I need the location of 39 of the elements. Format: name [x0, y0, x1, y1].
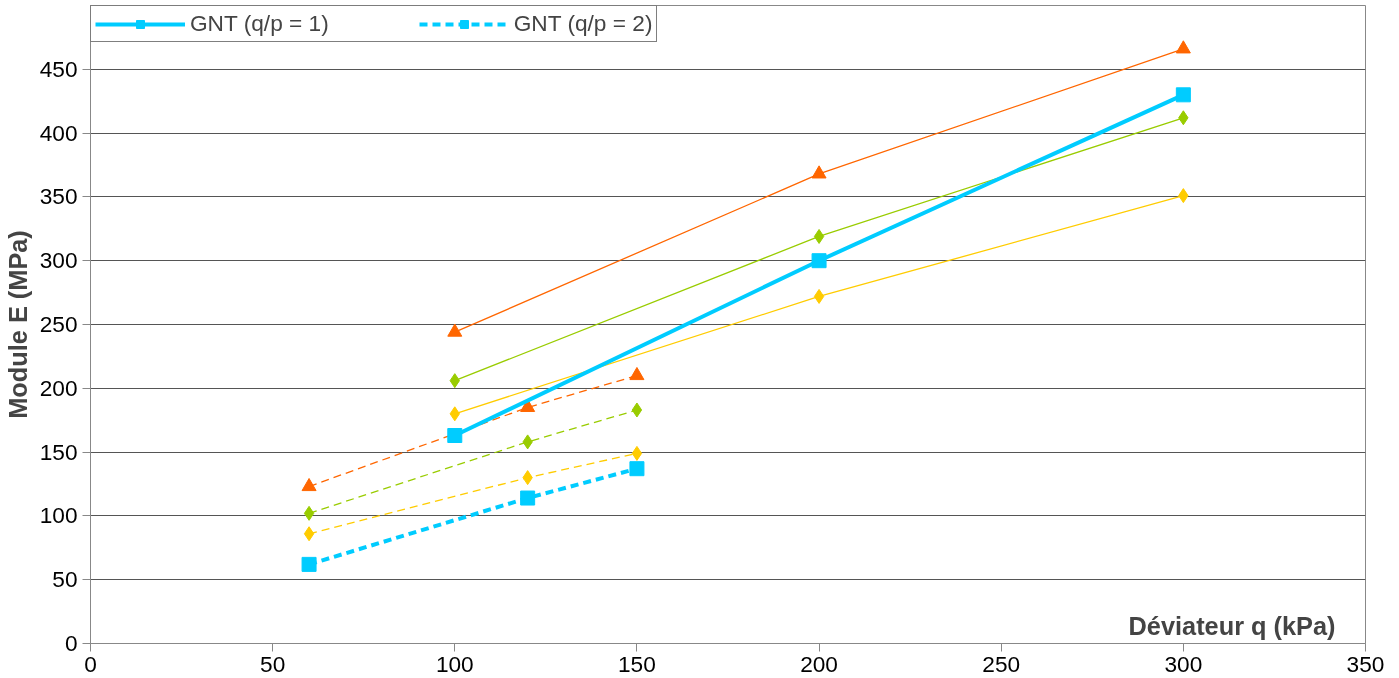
x-tick-label: 300 [1164, 650, 1203, 677]
y-tick-label: 250 [39, 311, 78, 337]
x-tick-label: 100 [435, 650, 474, 677]
point [1175, 87, 1191, 103]
y-tick-label: 300 [39, 247, 78, 274]
y-tick-label: 50 [52, 566, 78, 593]
point [520, 490, 536, 506]
y-tick-label: 150 [39, 438, 78, 465]
x-tick-label: 250 [982, 650, 1021, 677]
x-tick-label: 200 [800, 650, 838, 677]
legend-label: GNT (q/p = 2) [513, 10, 653, 37]
point [303, 526, 315, 542]
point [629, 461, 645, 477]
point [301, 477, 317, 492]
point [813, 288, 825, 304]
point [631, 445, 643, 461]
y-tick-label: 0 [64, 630, 78, 656]
point [631, 402, 643, 418]
point [447, 323, 463, 337]
y-tick-label: 400 [39, 119, 78, 146]
point [1175, 40, 1191, 54]
y-tick-label: 100 [39, 502, 78, 529]
x-axis-title: Déviateur q (kPa) [1128, 611, 1336, 640]
point [301, 556, 317, 572]
y-tick-label: 450 [39, 55, 78, 82]
x-tick-label: 150 [618, 650, 656, 677]
point [629, 366, 645, 381]
point [811, 165, 827, 179]
legend-label: GNT (q/p = 1) [190, 10, 329, 37]
point [447, 428, 463, 444]
y-axis-title: Module E (MPa) [3, 230, 32, 419]
point [813, 228, 825, 244]
x-tick-label: 0 [84, 650, 97, 677]
x-tick-label: 50 [260, 650, 286, 677]
point [303, 505, 315, 521]
y-tick-label: 350 [39, 183, 78, 210]
y-tick-label: 200 [39, 374, 78, 401]
x-tick-label: 350 [1346, 650, 1385, 677]
point [811, 253, 827, 269]
